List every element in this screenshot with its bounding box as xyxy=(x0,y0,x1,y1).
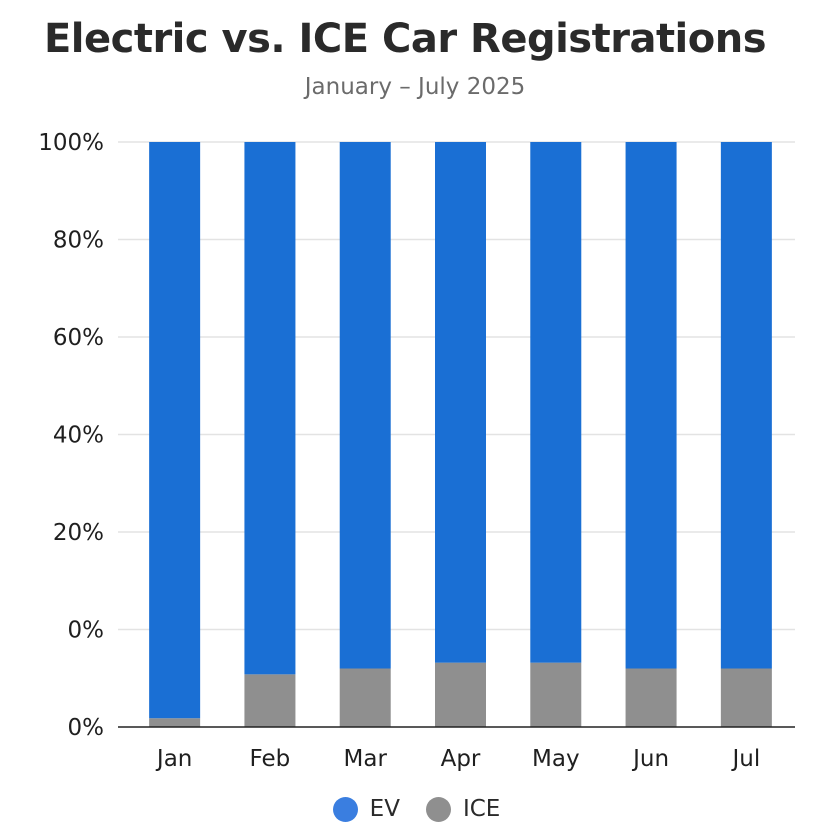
chart-title: Electric vs. ICE Car Registrations xyxy=(43,16,767,62)
legend-label-ev: EV xyxy=(369,796,400,822)
y-tick-label: 20% xyxy=(53,520,104,546)
bar-ice xyxy=(149,718,201,727)
chart-subtitle: January – July 2025 xyxy=(304,74,526,100)
legend-label-ice: ICE xyxy=(462,796,501,822)
bar-ice xyxy=(530,662,582,727)
legend: EV ICE xyxy=(0,796,833,822)
bar-ice xyxy=(244,674,296,727)
bar-ice xyxy=(625,668,677,727)
bar-ev xyxy=(530,142,582,663)
bar-ev xyxy=(149,142,201,719)
y-tick-label: 80% xyxy=(53,228,104,254)
bar-ice xyxy=(339,668,391,727)
x-tick-label: Feb xyxy=(250,746,291,772)
x-tick-label: Jun xyxy=(631,746,669,772)
x-tick-label: Mar xyxy=(344,746,388,772)
legend-swatch-ice xyxy=(425,796,451,822)
x-tick-label: Jan xyxy=(155,746,192,772)
legend-swatch-ev xyxy=(332,796,358,822)
x-tick-label: Apr xyxy=(441,746,481,772)
y-tick-label: 60% xyxy=(53,325,104,351)
bar-ice xyxy=(720,668,772,727)
stacked-bar-chart: 0% 0% 20% 40% 60% 80% 100% Jan Feb Mar Apr May Jun Ju… xyxy=(38,130,795,772)
x-tick-label: May xyxy=(532,746,580,772)
bar-ice xyxy=(435,662,486,727)
y-tick-label: 0% xyxy=(68,618,105,644)
bar-ev xyxy=(244,142,296,675)
legend-item-ev: EV xyxy=(332,796,400,822)
legend-item-ice: ICE xyxy=(425,796,501,822)
y-tick-label: 100% xyxy=(38,130,104,156)
y-tick-label: 40% xyxy=(53,423,104,449)
bar-ev xyxy=(339,142,391,669)
y-tick-label: 0% xyxy=(68,715,105,741)
bar-ev xyxy=(625,142,677,669)
x-tick-label: Jul xyxy=(730,746,760,772)
bar-ev xyxy=(720,142,772,669)
bar-ev xyxy=(435,142,486,663)
